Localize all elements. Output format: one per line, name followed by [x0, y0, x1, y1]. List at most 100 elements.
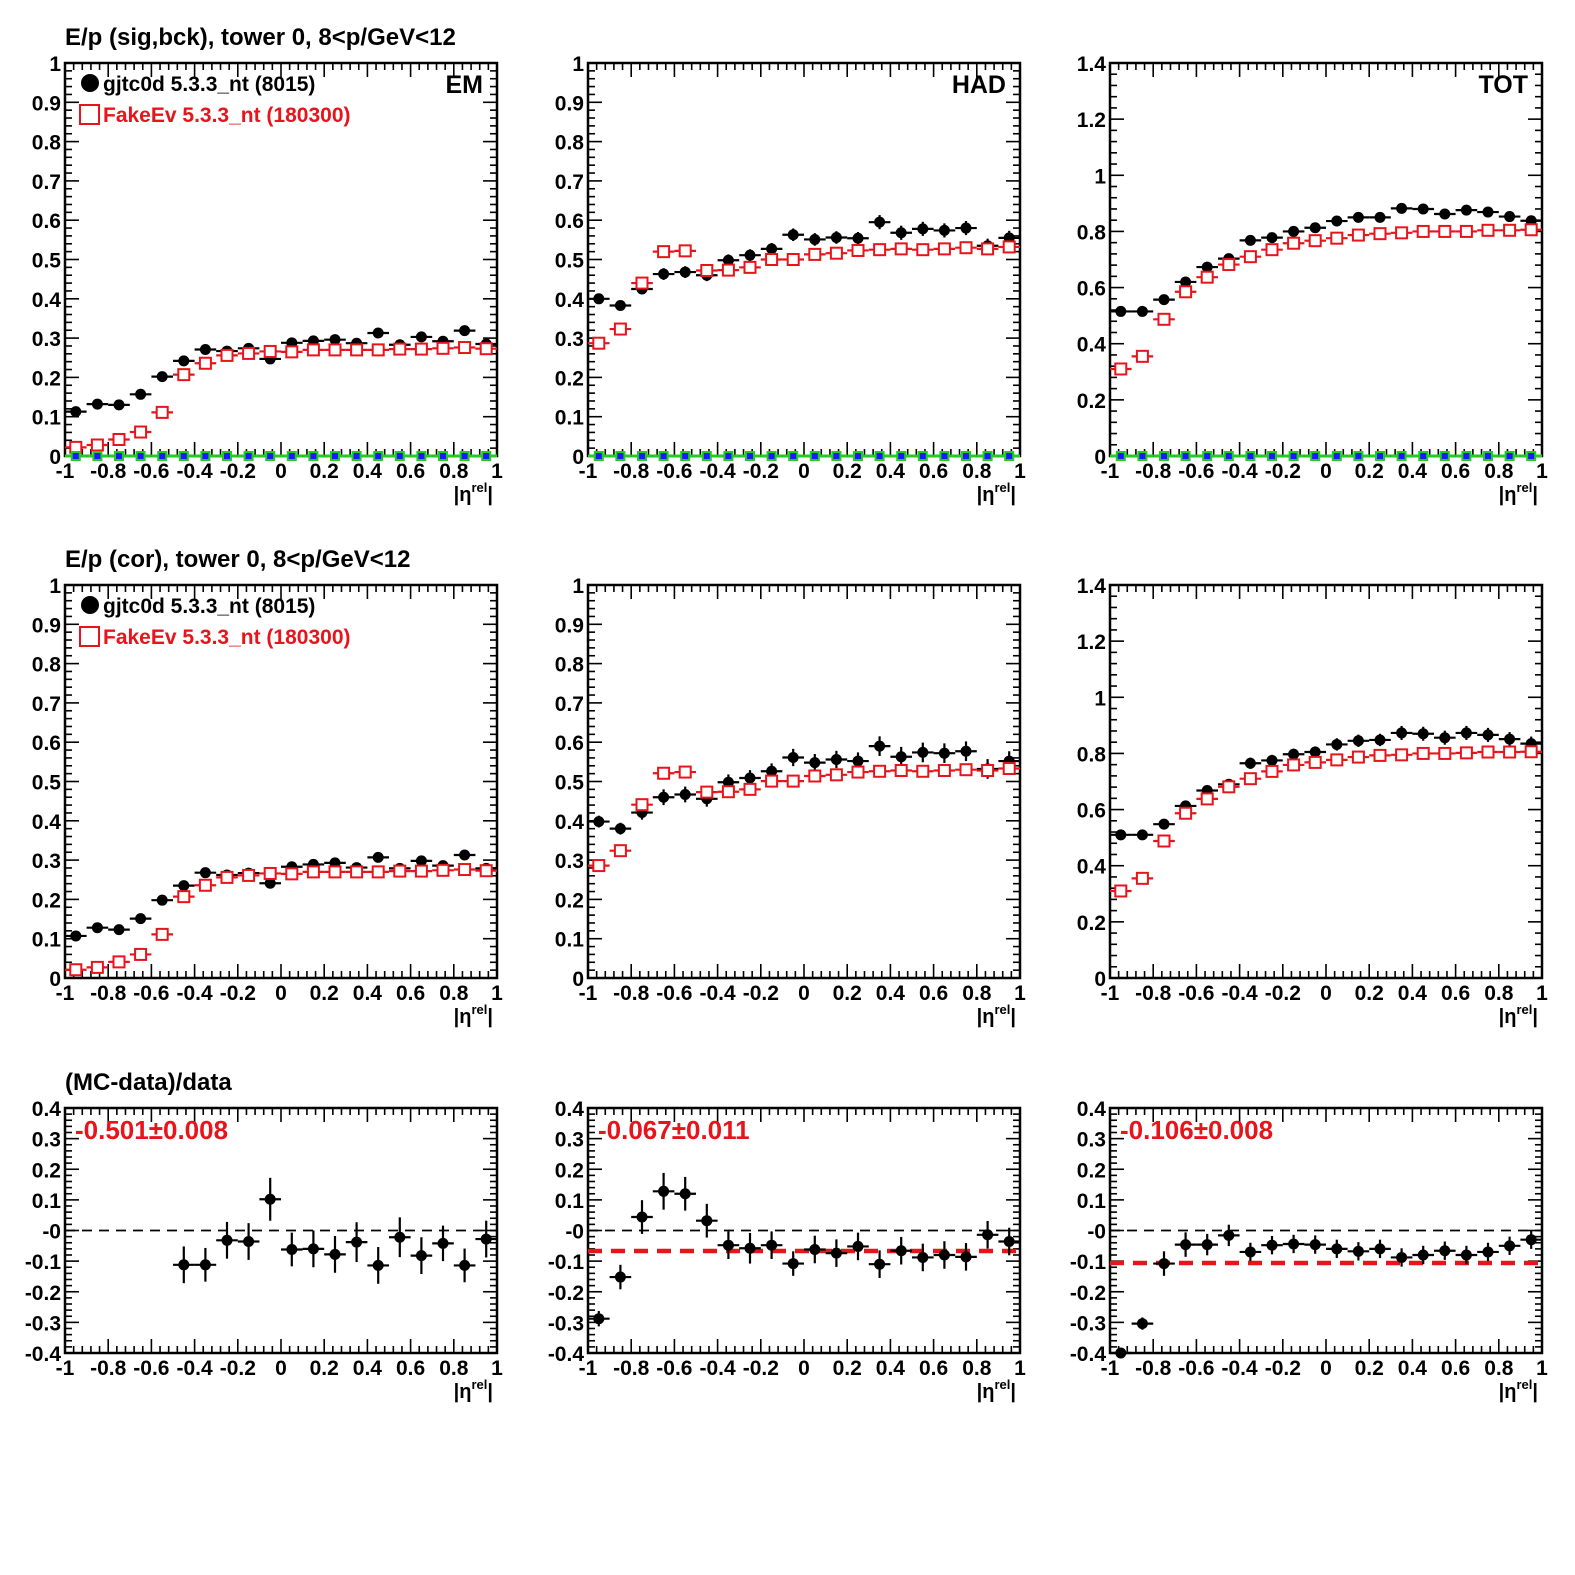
data-point-filled-circle — [1331, 738, 1343, 750]
data-point-filled-circle — [658, 791, 670, 803]
baseline-marker-inner — [461, 453, 468, 459]
x-tick-label: 0 — [798, 982, 810, 1005]
x-tick-label: 0.2 — [1355, 982, 1384, 1005]
data-point-filled-circle — [787, 1258, 799, 1270]
data-point-filled-circle — [1460, 204, 1472, 216]
y-tick-label: 0.6 — [555, 732, 584, 755]
x-tick-label: 0.8 — [1484, 460, 1514, 483]
series-open-square — [65, 341, 497, 454]
y-tick-label: 0.2 — [555, 889, 584, 912]
data-point-open-square — [808, 247, 822, 261]
data-point-open-square — [981, 242, 995, 256]
x-tick-label: -1 — [579, 1357, 598, 1380]
baseline-marker-inner — [919, 453, 926, 459]
data-point-open-square — [1308, 234, 1322, 248]
y-tick-label: 0 — [572, 968, 584, 991]
data-point-open-square — [721, 785, 735, 799]
data-point-open-square — [458, 863, 472, 877]
data-point-filled-circle — [1460, 1249, 1472, 1261]
y-tick-label: 0.3 — [555, 1129, 584, 1152]
x-tick-label: 0.2 — [310, 1357, 339, 1380]
data-point-open-square — [657, 766, 671, 780]
x-tick-label: 0.8 — [1484, 1357, 1514, 1380]
data-point-open-square — [436, 341, 450, 355]
y-tick-label: 0.6 — [32, 210, 61, 233]
data-point-filled-circle — [372, 851, 384, 863]
data-point-filled-circle — [1115, 829, 1127, 841]
data-point-open-square — [743, 260, 757, 274]
data-point-filled-circle — [917, 746, 929, 758]
y-tick-label: 0.4 — [1077, 334, 1107, 357]
data-point-open-square — [177, 368, 191, 382]
data-point-filled-circle — [960, 745, 972, 757]
data-point-filled-circle — [1115, 1347, 1127, 1359]
y-tick-label: 0 — [572, 446, 584, 469]
data-point-open-square — [242, 868, 256, 882]
data-point-open-square — [1179, 806, 1193, 820]
x-axis-label-superscript: rel — [994, 1377, 1010, 1392]
data-point-open-square — [263, 344, 277, 358]
panel-sig-tot: -1 -0.8 -0.6 -0.4 -0.2 0 0.2 0.4 0.6 0.8 1 0 0.2 0.4 0… — [1077, 53, 1548, 506]
data-point-open-square — [1373, 748, 1387, 762]
data-point-open-square — [1330, 753, 1344, 767]
x-axis-label: |ηrel| — [454, 1002, 493, 1028]
x-tick-label: -0.4 — [1222, 1357, 1259, 1380]
legend-filled-circle-icon — [81, 596, 99, 614]
data-point-filled-circle — [1374, 734, 1386, 746]
y-tick-label: 0.5 — [555, 772, 585, 795]
legend-filled-circle-icon — [81, 74, 99, 92]
x-axis-label-bar: | — [1010, 1006, 1016, 1028]
data-point-filled-circle — [1180, 276, 1192, 288]
y-tick-label: 0.4 — [1077, 1098, 1107, 1121]
baseline-marker-inner — [224, 453, 230, 459]
x-tick-label: 1 — [1014, 982, 1026, 1005]
data-point-open-square — [1416, 224, 1430, 238]
data-point-open-square — [1222, 780, 1236, 794]
y-tick-label: 0.2 — [1077, 912, 1106, 935]
data-point-open-square — [177, 890, 191, 904]
baseline-marker-inner — [1139, 453, 1146, 459]
data-point-filled-circle — [852, 232, 864, 244]
y-tick-label: 0.3 — [555, 328, 584, 351]
legend-entry: FakeEv 5.3.3_nt (180300) — [79, 626, 351, 649]
y-tick-label: 1 — [1094, 687, 1106, 710]
data-point-open-square — [678, 765, 692, 779]
data-point-filled-circle — [614, 299, 626, 311]
data-point-open-square — [112, 432, 126, 446]
x-axis-label: |ηrel| — [454, 480, 493, 506]
data-point-open-square — [613, 844, 627, 858]
y-tick-label: 1.2 — [1077, 109, 1106, 132]
series-baseline — [65, 451, 497, 461]
data-point-filled-circle — [809, 757, 821, 769]
plot-frame — [1108, 583, 1544, 980]
data-point-open-square — [1157, 834, 1171, 848]
baseline-marker-inner — [1528, 453, 1535, 459]
data-point-open-square — [1179, 285, 1193, 299]
baseline-marker-inner — [288, 453, 295, 459]
data-point-filled-circle — [809, 1243, 821, 1255]
data-point-filled-circle — [459, 325, 471, 337]
y-tick-label: -0 — [565, 1221, 584, 1244]
x-tick-label: 0 — [798, 1357, 810, 1380]
data-point-open-square — [635, 798, 649, 812]
x-tick-label: 0.8 — [439, 982, 469, 1005]
panel-title: E/p (cor), tower 0, 8<p/GeV<12 — [65, 546, 410, 573]
baseline-marker-inner — [1355, 453, 1362, 459]
x-tick-label: 0.2 — [833, 460, 862, 483]
x-axis-label-superscript: rel — [1516, 1377, 1532, 1392]
baseline-marker-inner — [1225, 453, 1232, 459]
data-point-open-square — [1351, 750, 1365, 764]
x-axis-label-bar: | — [1010, 484, 1016, 506]
x-axis-label: |ηrel| — [454, 1377, 493, 1403]
data-point-filled-circle — [286, 1243, 298, 1255]
legend-entry: gjtc0d 5.3.3_nt (8015) — [81, 595, 315, 618]
data-point-filled-circle — [70, 930, 82, 942]
x-tick-label: -1 — [1101, 982, 1120, 1005]
x-tick-label: 0 — [1320, 982, 1332, 1005]
data-point-open-square — [306, 343, 320, 357]
panel-ratio-em: (MC-data)/data -1 -0.8 -0.6 -0.4 -0.2 0 0.2 0.4 0… — [25, 1069, 503, 1403]
data-point-filled-circle — [156, 894, 168, 906]
data-point-filled-circle — [874, 1258, 886, 1270]
data-point-filled-circle — [1266, 232, 1278, 244]
data-point-filled-circle — [830, 1247, 842, 1259]
